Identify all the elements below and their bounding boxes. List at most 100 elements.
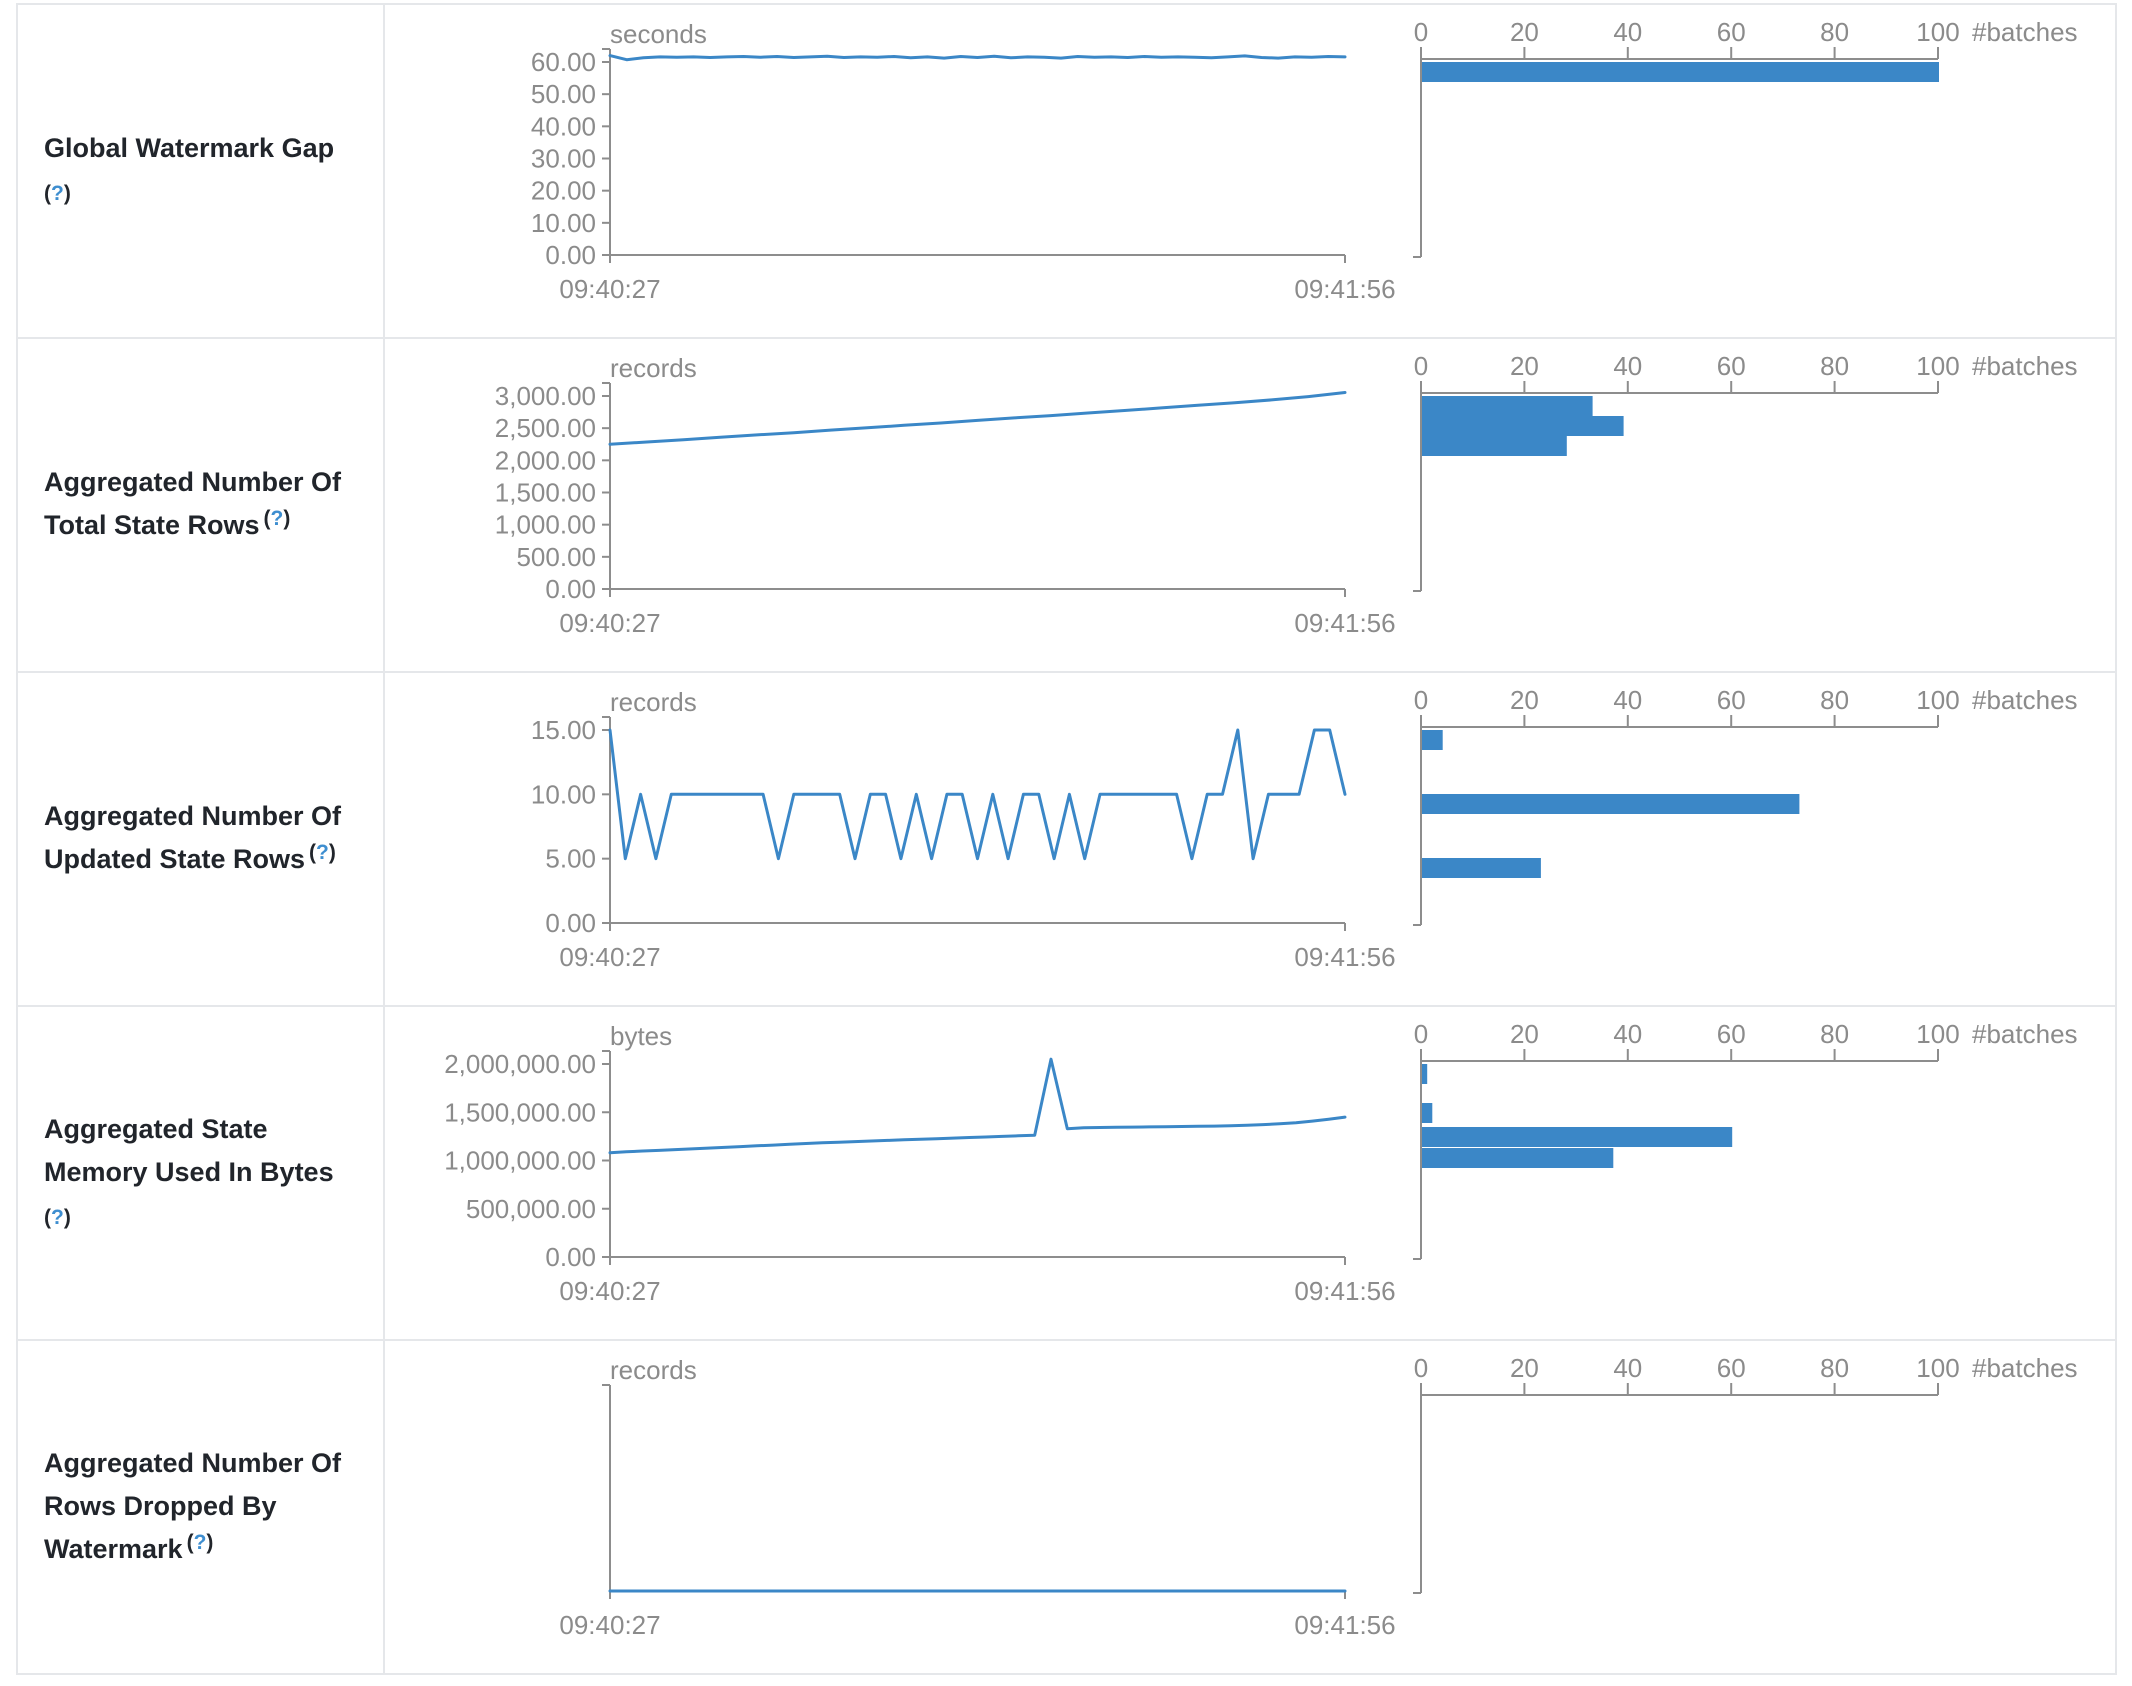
metric-charts: records 09:40:27 09:41:56 0 20 40 60 80 100 #batc… bbox=[559, 1353, 2077, 1640]
help-tooltip-icon[interactable]: (?) bbox=[264, 507, 291, 530]
batches-axis-label: #batches bbox=[1972, 351, 2078, 381]
timeline-chart: seconds 60.0050.0040.0030.0020.0010.000.0… bbox=[531, 19, 1396, 304]
histogram-axis bbox=[1413, 1049, 1939, 1260]
histogram-bar bbox=[1422, 1103, 1433, 1123]
metric-name-line: Rows Dropped By bbox=[44, 1485, 383, 1528]
metric-row: Aggregated Number Of Updated State Rows (?… bbox=[18, 671, 2115, 1005]
histogram-bar bbox=[1422, 1064, 1428, 1084]
histogram-axis bbox=[1413, 381, 1939, 592]
y-tick-label: 2,500.00 bbox=[495, 413, 596, 443]
histogram-tick-label: 0 bbox=[1414, 351, 1428, 381]
timeline-line bbox=[608, 728, 1347, 861]
timeline-line bbox=[608, 391, 1347, 446]
timeline-chart: records 09:40:27 09:41:56 bbox=[559, 1355, 1395, 1640]
histogram-bar bbox=[1422, 858, 1541, 878]
batches-axis-label: #batches bbox=[1972, 1019, 2078, 1049]
metric-name-text: Updated State Rows bbox=[44, 844, 306, 874]
metric-charts-cell: records 15.00 10.00 5.00 0.00 09:40:27 09:41:5… bbox=[385, 673, 2115, 1005]
y-tick-label: 60.00 bbox=[531, 47, 596, 77]
metric-label-cell: Global Watermark Gap (?) bbox=[18, 5, 385, 337]
histogram-tick-label: 0 bbox=[1414, 685, 1428, 715]
metric-name-text: Rows Dropped By bbox=[44, 1490, 277, 1521]
metric-name-text: Watermark bbox=[44, 1533, 183, 1564]
x-tick-label-start: 09:40:27 bbox=[559, 1610, 660, 1640]
histogram-axis bbox=[1413, 1383, 1939, 1594]
y-tick-label: 500,000.00 bbox=[466, 1194, 596, 1224]
timeline-chart: records 3,000.002,500.002,000.001,500.001… bbox=[495, 353, 1396, 638]
histogram-tick-label: 40 bbox=[1613, 685, 1642, 715]
y-tick-label: 10.00 bbox=[531, 779, 596, 809]
metric-name-text: Aggregated Number Of bbox=[44, 801, 342, 831]
metric-name-line: Watermark (?) bbox=[44, 1528, 383, 1573]
histogram-tick-label: 100 bbox=[1916, 351, 1959, 381]
help-tooltip-icon[interactable]: (?) bbox=[44, 182, 71, 205]
y-tick-label: 2,000.00 bbox=[495, 445, 596, 475]
help-paren-open: ( bbox=[44, 1205, 51, 1229]
y-tick-label: 500.00 bbox=[516, 542, 596, 572]
timeline-chart: bytes 2,000,000.00 1,500,000.00 1,000,000.0… bbox=[444, 1021, 1395, 1306]
metric-name-text: Aggregated Number Of bbox=[44, 1447, 342, 1478]
metric-name-line: Total State Rows (?) bbox=[44, 504, 383, 549]
help-paren-close: ) bbox=[63, 182, 71, 205]
histogram-tick-label: 100 bbox=[1916, 1019, 1959, 1049]
y-tick-label: 1,500.00 bbox=[495, 478, 596, 508]
metric-name-text: Memory Used In Bytes bbox=[44, 1156, 334, 1187]
histogram-bar bbox=[1422, 62, 1939, 82]
histogram-tick-label: 20 bbox=[1510, 685, 1539, 715]
y-tick-label: 1,000.00 bbox=[495, 510, 596, 540]
x-axis bbox=[609, 1256, 1346, 1265]
help-tooltip-icon[interactable]: (?) bbox=[187, 1531, 214, 1554]
histogram-tick-label: 60 bbox=[1717, 17, 1746, 47]
histogram-bar bbox=[1422, 1127, 1733, 1147]
metric-name-text: Total State Rows bbox=[44, 510, 260, 540]
y-tick-label: 2,000,000.00 bbox=[444, 1049, 596, 1079]
timeline-unit-label: seconds bbox=[610, 19, 707, 49]
help-paren-open: ( bbox=[309, 841, 317, 864]
histogram-bar bbox=[1422, 416, 1624, 436]
histogram-tick-label: 20 bbox=[1510, 17, 1539, 47]
metric-name: Aggregated Number Of Total State Rows (?) bbox=[44, 461, 383, 549]
y-tick-label: 10.00 bbox=[531, 208, 596, 238]
timeline-line bbox=[608, 1057, 1347, 1155]
metric-charts-cell: bytes 2,000,000.00 1,500,000.00 1,000,000.0… bbox=[385, 1007, 2115, 1339]
metric-name-line: Global Watermark Gap bbox=[44, 127, 383, 170]
histogram-tick-label: 40 bbox=[1613, 1019, 1642, 1049]
x-tick-label-end: 09:41:56 bbox=[1294, 608, 1395, 638]
help-tooltip-icon[interactable]: (?) bbox=[44, 1206, 71, 1229]
y-tick-label: 0.00 bbox=[545, 574, 596, 604]
help-tooltip-icon[interactable]: (?) bbox=[309, 841, 336, 864]
metric-name-text: Aggregated State bbox=[44, 1113, 268, 1144]
histogram-tick-label: 60 bbox=[1717, 685, 1746, 715]
x-axis bbox=[609, 588, 1346, 597]
help-question-mark: ? bbox=[316, 841, 329, 864]
metric-label-cell: Aggregated Number Of Total State Rows (?) bbox=[18, 339, 385, 671]
metric-charts: seconds 60.0050.0040.0030.0020.0010.000.0… bbox=[531, 17, 2078, 304]
help-paren-open: ( bbox=[44, 182, 51, 205]
help-paren-close: ) bbox=[206, 1530, 214, 1554]
histogram-tick-label: 80 bbox=[1820, 351, 1849, 381]
metric-name-line: Memory Used In Bytes bbox=[44, 1151, 383, 1194]
histogram-axis bbox=[1413, 715, 1939, 926]
metric-label-cell: Aggregated Number Of Updated State Rows (?… bbox=[18, 673, 385, 1005]
metric-row: Global Watermark Gap (?) seconds 60.00 50.00… bbox=[18, 5, 2115, 337]
metric-row: Aggregated Number Of Total State Rows (?) r… bbox=[18, 337, 2115, 671]
metric-name-line: (?) bbox=[44, 1194, 383, 1239]
y-tick-label: 0.00 bbox=[545, 908, 596, 938]
histogram-tick-label: 0 bbox=[1414, 1019, 1428, 1049]
metric-name-line: (?) bbox=[44, 170, 383, 215]
y-axis bbox=[602, 382, 611, 590]
y-tick-label: 20.00 bbox=[531, 176, 596, 206]
histogram-tick-label: 20 bbox=[1510, 351, 1539, 381]
y-tick-label: 50.00 bbox=[531, 79, 596, 109]
timeline-chart: records 15.00 10.00 5.00 0.00 09:40:27 09:41:5… bbox=[531, 687, 1396, 972]
x-tick-label-end: 09:41:56 bbox=[1294, 1610, 1395, 1640]
x-tick-label-end: 09:41:56 bbox=[1294, 274, 1395, 304]
help-paren-close: ) bbox=[328, 841, 336, 864]
y-tick-label: 5.00 bbox=[545, 844, 596, 874]
x-tick-label-start: 09:40:27 bbox=[559, 942, 660, 972]
x-tick-label-start: 09:40:27 bbox=[559, 1276, 660, 1306]
metric-charts-cell: records 09:40:27 09:41:56 0 20 40 60 80 100 #batc… bbox=[385, 1341, 2115, 1673]
y-tick-label: 0.00 bbox=[545, 1242, 596, 1272]
batches-axis-label: #batches bbox=[1972, 17, 2078, 47]
metric-row: Aggregated State Memory Used In Bytes (?) b… bbox=[18, 1005, 2115, 1339]
